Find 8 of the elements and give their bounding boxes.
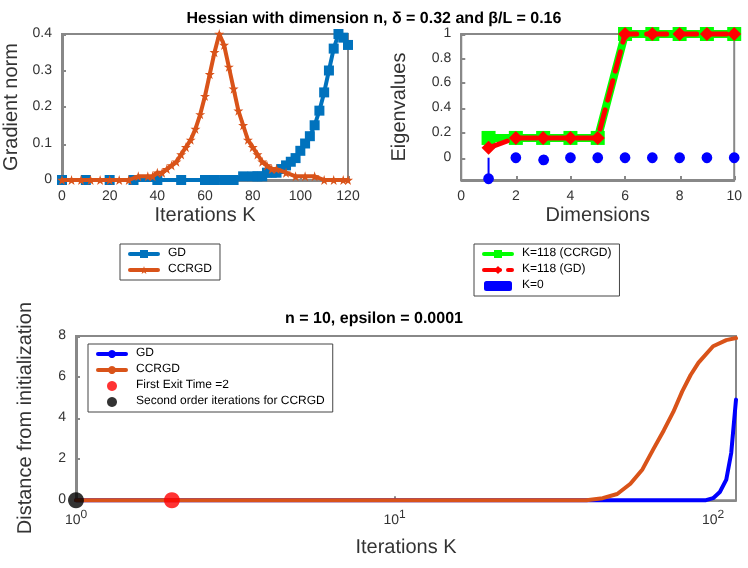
chart-title: n = 10, epsilon = 0.0001: [285, 309, 465, 327]
x-axis-title: Iterations K: [355, 537, 458, 559]
x-axis-title: Iterations K: [154, 204, 257, 227]
x-axis-title: Dimensions: [545, 204, 650, 227]
y-axis-title: Gradient norm: [1, 43, 23, 171]
chart-title: Hessian with dimension n, δ = 0.32 and β/L = 0.16: [186, 9, 563, 27]
y-axis-title: Eigenvalues: [389, 52, 411, 162]
y-axis-title: Distance from initialization: [15, 301, 37, 535]
